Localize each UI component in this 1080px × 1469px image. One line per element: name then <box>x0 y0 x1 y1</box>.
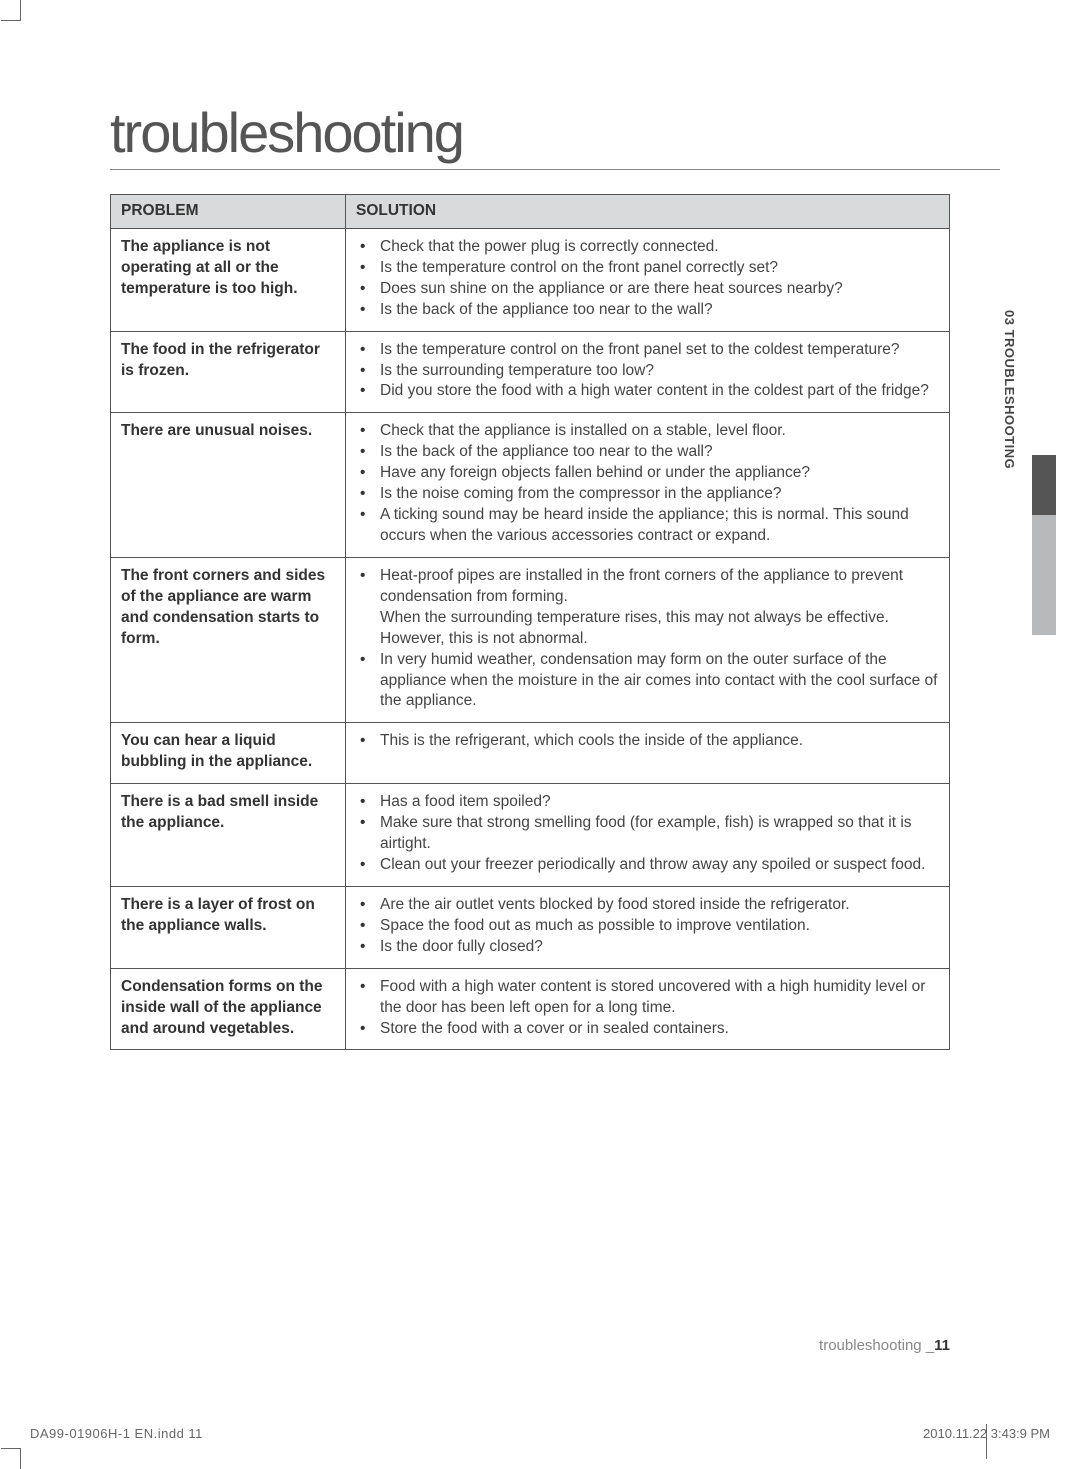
problem-cell: There is a layer of frost on the applian… <box>111 886 346 968</box>
solution-list: Has a food item spoiled?Make sure that s… <box>356 792 939 876</box>
problem-cell: The appliance is not operating at all or… <box>111 228 346 331</box>
solution-item: Check that the appliance is installed on… <box>356 421 939 442</box>
problem-cell: You can hear a liquid bubbling in the ap… <box>111 723 346 784</box>
page-title: troubleshooting <box>110 100 1000 170</box>
solution-item: Store the food with a cover or in sealed… <box>356 1019 939 1040</box>
solution-item: Is the back of the appliance too near to… <box>356 442 939 463</box>
table-row: The food in the refrigerator is frozen. I… <box>111 331 950 413</box>
solution-item: This is the refrigerant, which cools the… <box>356 731 939 752</box>
footer-section: troubleshooting _ <box>819 1337 934 1354</box>
solution-item: Space the food out as much as possible t… <box>356 916 939 937</box>
footer-page-number: 11 <box>934 1337 950 1354</box>
solution-item: Did you store the food with a high water… <box>356 381 939 402</box>
side-bar-mid <box>1032 515 1056 635</box>
solution-cell: Heat-proof pipes are installed in the fr… <box>346 557 950 722</box>
solution-list: Is the temperature control on the front … <box>356 340 939 403</box>
solution-item: Have any foreign objects fallen behind o… <box>356 463 939 484</box>
solution-item: Is the surrounding temperature too low? <box>356 361 939 382</box>
solution-item: Is the temperature control on the front … <box>356 340 939 361</box>
table-row: The appliance is not operating at all or… <box>111 228 950 331</box>
solution-item: Does sun shine on the appliance or are t… <box>356 279 939 300</box>
solution-item: In very humid weather, condensation may … <box>356 650 939 713</box>
crop-mark-bottom-left <box>20 1449 40 1469</box>
slug-tick-mark <box>986 1424 987 1459</box>
table-row: There is a bad smell inside the applianc… <box>111 784 950 887</box>
table-row: Condensation forms on the inside wall of… <box>111 968 950 1050</box>
solution-item: Food with a high water content is stored… <box>356 977 939 1019</box>
header-solution: SOLUTION <box>346 195 950 229</box>
solution-item: Are the air outlet vents blocked by food… <box>356 895 939 916</box>
table-row: There are unusual noises. Check that the … <box>111 413 950 558</box>
table-body: The appliance is not operating at all or… <box>111 228 950 1050</box>
side-tab-bars <box>1032 455 1056 635</box>
page-content: troubleshooting PROBLEM SOLUTION The app… <box>0 0 1080 1050</box>
solution-cell: This is the refrigerant, which cools the… <box>346 723 950 784</box>
crop-mark-top-left <box>20 0 40 20</box>
header-problem: PROBLEM <box>111 195 346 229</box>
solution-item: A ticking sound may be heard inside the … <box>356 505 939 547</box>
table-row: You can hear a liquid bubbling in the ap… <box>111 723 950 784</box>
solution-list: Are the air outlet vents blocked by food… <box>356 895 939 958</box>
solution-item: Is the noise coming from the compressor … <box>356 484 939 505</box>
solution-item: Heat-proof pipes are installed in the fr… <box>356 566 939 650</box>
problem-cell: Condensation forms on the inside wall of… <box>111 968 346 1050</box>
solution-cell: Is the temperature control on the front … <box>346 331 950 413</box>
solution-item: Clean out your freezer periodically and … <box>356 855 939 876</box>
solution-list: This is the refrigerant, which cools the… <box>356 731 939 752</box>
solution-item: Is the temperature control on the front … <box>356 258 939 279</box>
solution-item: Is the door fully closed? <box>356 937 939 958</box>
table-row: The front corners and sides of the appli… <box>111 557 950 722</box>
problem-cell: There is a bad smell inside the applianc… <box>111 784 346 887</box>
solution-list: Heat-proof pipes are installed in the fr… <box>356 566 939 712</box>
troubleshooting-table: PROBLEM SOLUTION The appliance is not op… <box>110 194 950 1050</box>
slug-filename: DA99-01906H-1 EN.indd 11 <box>30 1426 203 1441</box>
problem-cell: The front corners and sides of the appli… <box>111 557 346 722</box>
solution-cell: Check that the power plug is correctly c… <box>346 228 950 331</box>
solution-list: Check that the power plug is correctly c… <box>356 237 939 321</box>
solution-item: Is the back of the appliance too near to… <box>356 300 939 321</box>
solution-cell: Check that the appliance is installed on… <box>346 413 950 558</box>
solution-item: Check that the power plug is correctly c… <box>356 237 939 258</box>
solution-cell: Are the air outlet vents blocked by food… <box>346 886 950 968</box>
table-row: There is a layer of frost on the applian… <box>111 886 950 968</box>
side-bar-dark <box>1032 455 1056 515</box>
footer-page-ref: troubleshooting _11 <box>819 1337 950 1354</box>
solution-cell: Has a food item spoiled?Make sure that s… <box>346 784 950 887</box>
problem-cell: The food in the refrigerator is frozen. <box>111 331 346 413</box>
solution-item: Make sure that strong smelling food (for… <box>356 813 939 855</box>
solution-cell: Food with a high water content is stored… <box>346 968 950 1050</box>
problem-cell: There are unusual noises. <box>111 413 346 558</box>
solution-item: Has a food item spoiled? <box>356 792 939 813</box>
side-tab-label: 03 TROUBLESHOOTING <box>1002 310 1017 469</box>
solution-list: Check that the appliance is installed on… <box>356 421 939 547</box>
side-tab: 03 TROUBLESHOOTING <box>1002 310 1028 469</box>
solution-list: Food with a high water content is stored… <box>356 977 939 1040</box>
